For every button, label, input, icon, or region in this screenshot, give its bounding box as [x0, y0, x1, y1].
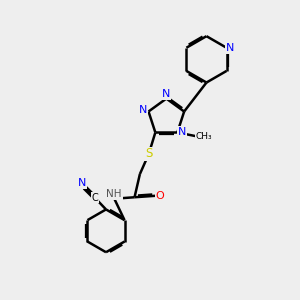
Text: CH₃: CH₃: [195, 131, 212, 140]
Text: N: N: [139, 105, 148, 115]
Text: S: S: [145, 147, 152, 161]
Text: N: N: [226, 43, 235, 53]
Text: C: C: [92, 193, 99, 202]
Text: N: N: [178, 127, 187, 136]
Text: NH: NH: [106, 189, 122, 199]
Text: N: N: [162, 89, 170, 99]
Text: O: O: [156, 191, 164, 201]
Text: N: N: [78, 178, 86, 188]
